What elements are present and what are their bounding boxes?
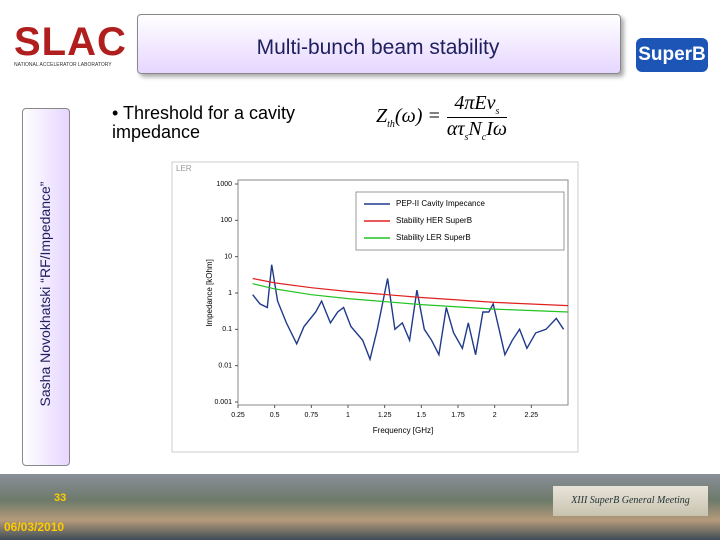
x-tick-label: 0.25 <box>231 412 245 419</box>
x-tick-label: 1 <box>346 412 350 419</box>
bullet: • Threshold for a cavity impedance <box>112 103 296 142</box>
banner: XIII SuperB General Meeting <box>553 486 708 516</box>
fraction: 4πEνs ατsNcIω <box>446 92 507 143</box>
f: Z <box>376 105 388 127</box>
f: c <box>481 132 487 143</box>
numerator: 4πEνs <box>446 92 507 118</box>
legend-label: Stability HER SuperB <box>396 216 472 225</box>
f: th <box>387 119 395 130</box>
x-tick-label: 0.75 <box>305 412 319 419</box>
legend-label: Stability LER SuperB <box>396 233 471 242</box>
org: SLAC <box>14 20 127 64</box>
f: Iω <box>486 118 507 140</box>
y-tick-label: 100 <box>220 217 232 224</box>
y-tick-label: 0.1 <box>222 326 232 333</box>
annotation: LER <box>176 164 192 173</box>
x-label: Frequency [GHz] <box>373 426 433 435</box>
f: ατ <box>446 118 465 140</box>
x-tick-label: 1.5 <box>416 412 426 419</box>
page-number: 33 <box>54 492 67 504</box>
line <box>252 283 569 313</box>
denominator: ατsNcIω <box>447 118 507 143</box>
f: s <box>464 132 469 143</box>
y-tick-label: 0.001 <box>214 399 232 406</box>
org-sub: NATIONAL ACCELERATOR LABORATORY <box>14 62 112 68</box>
line <box>252 277 569 307</box>
formula: Zth(ω) = 4πEνs ατsNcIω <box>376 92 507 143</box>
x-tick-label: 0.5 <box>270 412 280 419</box>
slac-logo: SLAC NATIONAL ACCELERATOR LABORATORY <box>14 20 127 68</box>
slide-title: Multi-bunch beam stability <box>256 36 500 59</box>
line <box>252 264 565 362</box>
formula-lhs: Zth(ω) = <box>376 105 441 130</box>
y-tick-label: 0.01 <box>218 363 232 370</box>
legend-label: PEP-II Cavity Impecance <box>396 199 485 208</box>
date: 06/03/2010 <box>4 520 65 534</box>
y-tick-label: 10 <box>224 254 232 261</box>
bullet-text: Threshold for a cavity impedance <box>112 103 296 142</box>
x-tick-label: 1.25 <box>378 412 392 419</box>
y-tick-label: 1 <box>228 290 232 297</box>
superb-logo: SuperB <box>636 38 708 72</box>
f: 4πEν <box>454 92 496 114</box>
title-scroll <box>137 14 621 74</box>
sidebar-scroll <box>22 108 70 466</box>
f: N <box>468 118 482 140</box>
y-label: Impedance [kOhm] <box>205 259 214 327</box>
x-tick-label: 1.75 <box>451 412 465 419</box>
f: s <box>495 106 500 117</box>
f: (ω) = <box>394 105 441 127</box>
x-tick-label: 2.25 <box>525 412 539 419</box>
y-tick-label: 1000 <box>216 181 232 188</box>
x-tick-label: 2 <box>493 412 497 419</box>
legend-box <box>355 191 565 251</box>
